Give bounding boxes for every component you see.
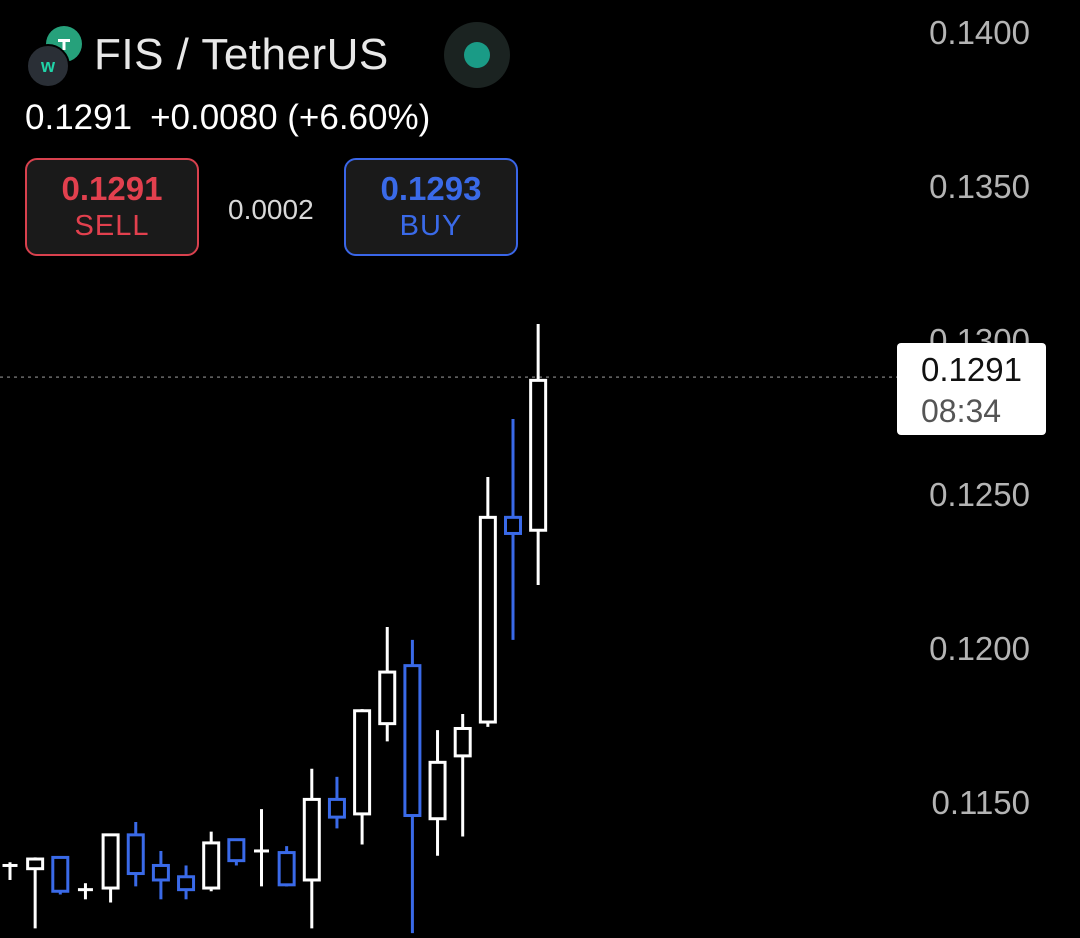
candle [77, 883, 93, 900]
chart-header: w FIS / TetherUS 0.1291 +0.0080 (+6.60%) … [0, 0, 880, 270]
candle-countdown: 08:34 [921, 393, 1002, 429]
candle [403, 639, 422, 934]
candle-body [529, 378, 548, 532]
candle [177, 865, 196, 900]
candle-body [353, 709, 372, 816]
pair-logo: w [26, 26, 84, 88]
candle [327, 776, 346, 829]
candle [428, 730, 447, 856]
y-tick-label: 0.1200 [929, 630, 1030, 667]
candle-body [277, 851, 296, 887]
sell-button[interactable]: 0.1291 SELL [25, 158, 199, 256]
candle [302, 768, 321, 929]
sell-price: 0.1291 [61, 170, 163, 207]
candle [478, 477, 497, 727]
candle [101, 833, 120, 903]
y-tick-label: 0.1400 [929, 14, 1030, 51]
candle-body [51, 855, 70, 893]
candle [202, 831, 221, 892]
candle [504, 419, 522, 640]
market-status-indicator[interactable] [444, 22, 510, 88]
last-price: 0.1291 [25, 98, 133, 137]
candle-body [378, 670, 397, 726]
current-price-tag: 0.1291 08:34 [897, 343, 1046, 435]
candle-body [202, 841, 221, 890]
pair-title[interactable]: FIS / TetherUS [94, 30, 389, 79]
candle-body [227, 838, 246, 863]
candle [529, 323, 548, 586]
candle-body [101, 833, 120, 890]
sell-label: SELL [74, 210, 150, 242]
candle [378, 626, 397, 742]
buy-button[interactable]: 0.1293 BUY [344, 158, 518, 256]
candle-body [302, 797, 321, 882]
candle [2, 862, 18, 880]
candle-body [403, 664, 422, 818]
candle [254, 809, 269, 887]
status-dot-icon [464, 42, 490, 68]
candle [51, 855, 70, 895]
current-price-value: 0.1291 [921, 351, 1022, 388]
candle [227, 838, 246, 866]
candle [151, 850, 170, 900]
candle-body [126, 833, 145, 876]
y-tick-label: 0.1250 [929, 476, 1030, 513]
y-tick-label: 0.1150 [931, 784, 1030, 821]
candle-body [428, 760, 447, 821]
candle-body [504, 515, 522, 535]
fis-logo-icon: w [26, 44, 70, 88]
price-summary: 0.1291 +0.0080 (+6.60%) [25, 98, 430, 138]
y-tick-label: 0.1350 [929, 168, 1030, 205]
price-change: +0.0080 (+6.60%) [150, 98, 431, 137]
buy-price: 0.1293 [380, 170, 482, 207]
candle-body [453, 726, 472, 758]
spread-value: 0.0002 [228, 194, 314, 225]
candle [277, 846, 296, 887]
candles-group [2, 323, 548, 934]
candle [453, 713, 472, 837]
candle-body [151, 863, 170, 882]
candle [353, 709, 372, 845]
candle-body [478, 515, 497, 724]
candle [26, 857, 45, 929]
candle [126, 821, 145, 887]
candle-body [177, 875, 196, 892]
candle-body [327, 797, 346, 819]
buy-label: BUY [399, 210, 463, 242]
candle-body [26, 857, 45, 871]
